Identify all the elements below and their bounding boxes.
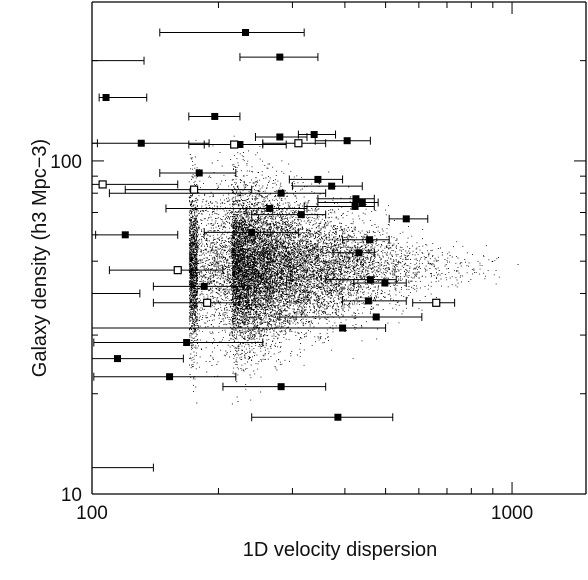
filled-square-marker: [351, 202, 359, 210]
filled-square-marker: [195, 169, 203, 177]
filled-square-marker: [355, 249, 363, 257]
filled-square-marker: [242, 28, 250, 36]
y-tick-label: 100: [50, 152, 82, 173]
filled-square-marker: [381, 279, 389, 287]
y-axis-label: Galaxy density (h3 Mpc−3): [29, 139, 51, 377]
x-tick-label: 1000: [491, 503, 533, 524]
open-square-marker: [230, 140, 239, 149]
filled-square-marker: [121, 231, 129, 239]
filled-square-marker: [358, 199, 366, 207]
filled-square-marker: [137, 139, 145, 147]
filled-square-marker: [276, 53, 284, 61]
filled-square-marker: [102, 94, 110, 102]
open-square-marker: [189, 185, 199, 194]
filled-square-marker: [236, 141, 244, 149]
filled-square-marker: [113, 355, 121, 363]
filled-square-marker: [276, 133, 284, 141]
filled-square-marker: [366, 276, 374, 284]
filled-square-marker: [372, 313, 380, 321]
open-square-marker: [294, 139, 303, 148]
filled-square-marker: [277, 189, 285, 197]
filled-square-marker: [266, 204, 274, 212]
filled-square-marker: [314, 175, 322, 183]
filled-square-marker: [339, 324, 347, 332]
axis-ticks: [91, 1, 586, 495]
filled-square-marker: [200, 282, 208, 290]
cloud-points: [188, 135, 519, 405]
x-tick-label: 100: [76, 503, 108, 524]
filled-square-marker: [166, 373, 174, 381]
open-square-marker: [203, 298, 212, 307]
filled-square-marker: [402, 215, 410, 223]
filled-square-marker: [366, 236, 374, 244]
open-square-marker: [173, 266, 182, 275]
filled-square-marker: [297, 211, 305, 219]
filled-square-marker: [183, 339, 191, 347]
filled-square-marker: [334, 413, 342, 421]
y-tick-label: 10: [61, 485, 82, 506]
filled-square-marker: [364, 297, 372, 305]
filled-square-marker: [248, 228, 256, 236]
filled-square-marker: [343, 137, 351, 145]
filled-square-marker: [277, 383, 285, 391]
open-square-marker: [432, 298, 441, 307]
filled-square-marker: [211, 112, 219, 120]
x-axis-label: 1D velocity dispersion: [243, 539, 438, 561]
data-markers: [98, 28, 441, 421]
filled-square-marker: [310, 131, 318, 139]
open-square-marker: [98, 180, 107, 189]
point-cloud: [188, 135, 519, 405]
filled-square-marker: [352, 195, 360, 203]
axes-frame: [91, 1, 587, 495]
filled-square-marker: [328, 182, 336, 190]
